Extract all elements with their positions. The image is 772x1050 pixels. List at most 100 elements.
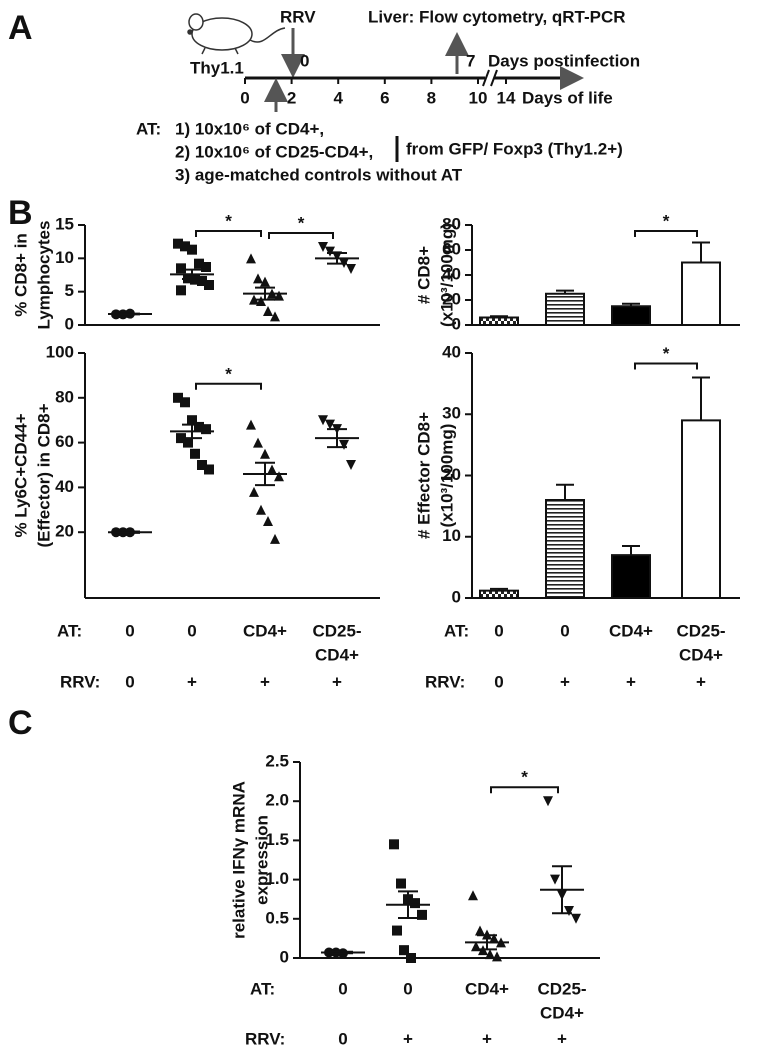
timeline-tick-label: 6 [380,88,389,107]
category-label: AT: [250,979,275,998]
category-label: AT: [57,621,82,640]
y-tick-label: 0 [452,314,461,333]
y-tick-label: 100 [46,342,74,361]
point [318,242,328,252]
x-tick-label: CD25- [312,621,361,640]
bar [479,589,519,600]
rrv-value: + [626,672,636,691]
point [346,264,356,274]
bar [479,316,519,326]
point [325,419,335,430]
y-tick-label: 0 [452,587,461,606]
point [249,486,259,497]
bar [681,261,721,326]
point [253,437,263,448]
mouse-icon [187,13,286,55]
point [253,273,263,284]
y-tick-label: 0 [65,314,74,333]
y-tick-label: 10 [55,248,74,267]
point [176,433,186,444]
at-label: AT: [136,119,161,138]
rrv-value: 0 [338,1029,347,1048]
point [260,276,270,287]
point [346,460,356,470]
significance-label: * [521,768,528,787]
bar [681,419,721,599]
point [492,951,502,962]
significance-bracket [634,362,698,370]
day-seven: 7 [466,51,475,70]
y-tick-label: 1.5 [265,830,289,849]
point [187,244,197,255]
y-axis-label: (Effector) in CD8+ [34,403,53,547]
y-tick-label: 60 [55,432,74,451]
point [173,238,183,249]
point [485,949,495,960]
significance-bracket [634,230,698,237]
point [204,280,214,290]
x-tick-label: CD25- [537,979,586,998]
y-tick-label: 1.0 [265,869,289,888]
significance-bracket [195,230,262,237]
at-item: 3) age-matched controls without AT [175,165,463,184]
point [256,296,266,306]
point [201,262,211,272]
timeline-tick-label: 4 [333,88,343,107]
y-axis-label: % Ly6C+CD44+ [11,413,30,537]
y-tick-label: 40 [442,264,461,283]
rrv-value: + [403,1029,413,1048]
timeline-tick-label: 0 [240,88,249,107]
point [173,392,183,403]
bar [545,499,585,599]
point [197,276,207,286]
point [176,263,186,274]
x-tick-label: 0 [403,979,412,998]
rrv-value: + [332,672,342,691]
point [180,397,190,408]
point [249,294,259,305]
y-tick-label: 20 [442,289,461,308]
significance-label: * [225,364,232,383]
point [564,905,574,916]
timeline-tick-label: 10 [469,88,488,107]
significance-bracket [490,786,559,794]
y-axis-label: % CD8+ in [11,233,30,317]
point [204,464,214,475]
y-tick-label: 60 [442,239,461,258]
point [256,504,266,515]
significance-label: * [225,211,232,230]
x-tick-label: CD4+ [679,645,723,664]
at-item: 2) 10x10⁶ of CD25-CD4+, [175,142,373,161]
significance-label: * [298,213,305,232]
y-axis-label: (x10³/100mg) [437,223,456,327]
timeline-ticks: 0 2 4 6 8 10 14 [240,78,516,107]
point [260,448,270,459]
y-tick-label: 5 [65,281,74,300]
point [399,945,409,956]
rrv-day: 0 [300,51,309,70]
significance-label: * [663,344,670,363]
rrv-value: 0 [494,672,503,691]
point [267,464,277,475]
point [550,874,560,885]
point [263,516,273,526]
panel-a: A Thy1.1 RRV 0 Liver: Flow cytometry, qR… [8,7,640,184]
rrv-label: RRV: [245,1029,285,1048]
y-tick-label: 0.5 [265,908,289,927]
y-tick-label: 40 [55,477,74,496]
point [410,898,420,909]
y-axis-label: relative IFNγ mRNA [229,781,248,939]
point [183,437,193,448]
point [194,421,204,432]
point [270,533,280,544]
rrv-value: + [482,1029,492,1048]
panel-letter: A [8,9,33,47]
x-tick-label: CD25- [676,621,725,640]
point [197,460,207,470]
y-tick-label: 2.5 [265,751,289,770]
x-tick-label: 0 [494,621,503,640]
y-tick-label: 15 [55,214,74,233]
y-axis-label: (x10³/100mg) [437,424,456,528]
rrv-value: + [560,672,570,691]
